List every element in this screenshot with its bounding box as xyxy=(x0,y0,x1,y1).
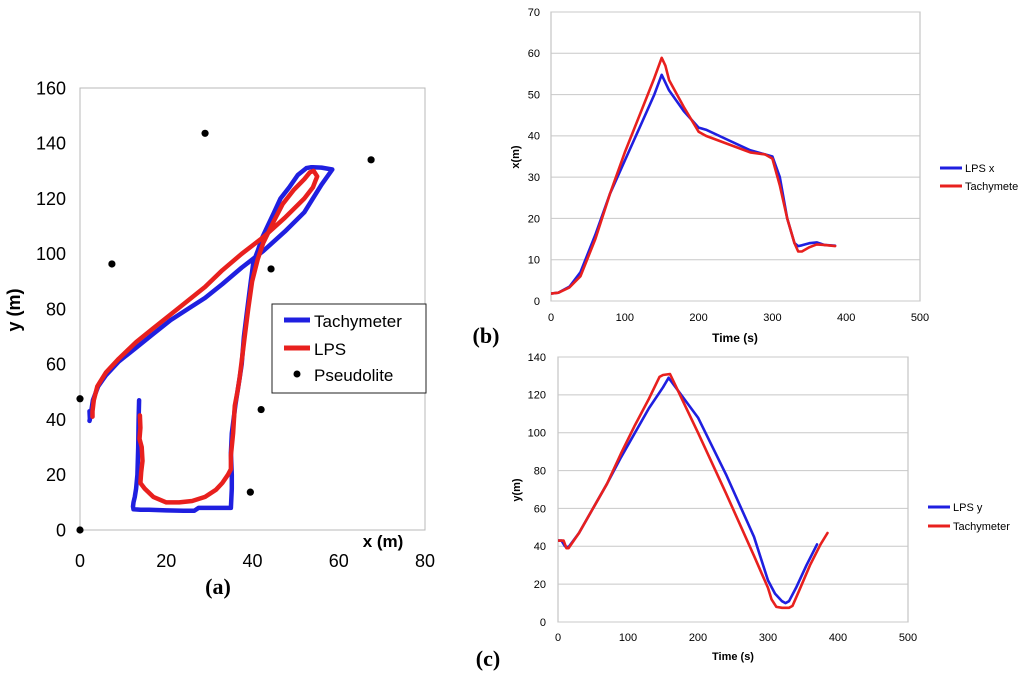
y-axis-label-a: y (m) xyxy=(4,288,24,331)
panel-c: 0 20 40 60 80 100 120 140 0 100 200 300 400 500 y(m)… xyxy=(476,352,1010,671)
y-axis-label-c: y(m) xyxy=(511,478,523,502)
x-tick-label: 100 xyxy=(616,312,634,324)
legend-swatch-pseudolite xyxy=(293,370,301,378)
legend-label-pseudolite: Pseudolite xyxy=(314,366,393,385)
y-tick-label: 60 xyxy=(534,503,546,515)
y-tick-label: 120 xyxy=(36,189,66,209)
y-tick-label: 10 xyxy=(528,255,540,267)
x-tick-label: 500 xyxy=(899,632,917,644)
series-line-a-lps xyxy=(90,168,320,505)
y-tick-label: 40 xyxy=(534,541,546,553)
y-tick-label: 120 xyxy=(528,390,546,402)
pseudolite-point xyxy=(76,526,84,534)
legend-a: Tachymeter LPS Pseudolite xyxy=(271,303,427,394)
y-tick-label: 60 xyxy=(528,48,540,60)
panel-label-b: (b) xyxy=(473,323,500,348)
y-tick-label: 100 xyxy=(528,428,546,440)
series-lines-c xyxy=(558,372,829,610)
legend-label-tachymete-b: Tachymete xyxy=(965,181,1018,193)
y-tick-label: 20 xyxy=(46,465,66,485)
x-axis-label-a: x (m) xyxy=(363,532,404,551)
y-tick-label: 50 xyxy=(528,89,540,101)
legend-label-lps-x: LPS x xyxy=(965,163,995,175)
x-tick-label: 400 xyxy=(837,312,855,324)
x-tick-label: 20 xyxy=(156,551,176,571)
y-tick-label: 140 xyxy=(528,352,546,364)
legend-label-lps-y: LPS y xyxy=(953,502,983,514)
y-tick-label: 40 xyxy=(528,131,540,143)
plot-area-b xyxy=(550,11,921,302)
legend-label-tachymeter: Tachymeter xyxy=(314,312,402,331)
y-tick-label: 20 xyxy=(528,213,540,225)
pseudolite-points xyxy=(76,129,375,534)
legend-label-lps: LPS xyxy=(314,340,346,359)
pseudolite-point xyxy=(246,488,254,496)
y-tick-label: 80 xyxy=(46,299,66,319)
x-tick-label: 0 xyxy=(548,312,554,324)
y-tick-label: 140 xyxy=(36,134,66,154)
pseudolite-point xyxy=(367,156,375,164)
series-lines-b xyxy=(551,56,837,295)
y-tick-labels-c: 0 20 40 60 80 100 120 140 xyxy=(528,352,546,629)
y-tick-label: 80 xyxy=(534,465,546,477)
x-tick-label: 100 xyxy=(619,632,637,644)
legend-label-tachymeter-c: Tachymeter xyxy=(953,521,1010,533)
series-lines-a xyxy=(87,165,335,513)
x-tick-label: 40 xyxy=(242,551,262,571)
y-tick-labels-a: 0 20 40 60 80 100 120 140 160 xyxy=(36,78,66,540)
panel-label-a: (a) xyxy=(205,574,231,599)
x-tick-label: 300 xyxy=(759,632,777,644)
x-tick-label: 200 xyxy=(689,632,707,644)
series-line-a-tachymeter xyxy=(87,165,335,513)
y-tick-label: 0 xyxy=(540,617,546,629)
x-tick-labels-c: 0 100 200 300 400 500 xyxy=(555,632,917,644)
y-tick-label: 60 xyxy=(46,355,66,375)
y-tick-label: 20 xyxy=(534,579,546,591)
series-line-b-tachymete xyxy=(551,56,837,295)
panel-a: 0 20 40 60 80 100 120 140 160 0 20 40 60 80 y (m) x … xyxy=(4,78,435,599)
y-tick-label: 40 xyxy=(46,410,66,430)
x-tick-label: 0 xyxy=(555,632,561,644)
x-tick-label: 80 xyxy=(415,551,435,571)
pseudolite-point xyxy=(201,129,209,137)
pseudolite-point xyxy=(267,265,275,273)
x-axis-label-b: Time (s) xyxy=(712,331,758,345)
y-axis-label-b: x(m) xyxy=(510,145,522,169)
x-tick-label: 400 xyxy=(829,632,847,644)
panel-label-c: (c) xyxy=(476,646,500,671)
legend-c: LPS y Tachymeter xyxy=(928,502,1010,533)
pseudolite-point xyxy=(257,405,265,414)
y-tick-label: 160 xyxy=(36,78,66,98)
y-tick-label: 100 xyxy=(36,244,66,264)
y-tick-label: 30 xyxy=(528,172,540,184)
x-axis-label-c: Time (s) xyxy=(712,651,754,663)
pseudolite-point xyxy=(76,395,84,403)
legend-b: LPS x Tachymete xyxy=(940,163,1018,193)
x-tick-label: 0 xyxy=(75,551,85,571)
pseudolite-point xyxy=(108,260,116,268)
x-tick-labels-b: 0 100 200 300 400 500 xyxy=(548,312,929,324)
y-tick-label: 0 xyxy=(56,520,66,540)
x-tick-label: 60 xyxy=(329,551,349,571)
y-tick-label: 70 xyxy=(528,7,540,19)
y-tick-label: 0 xyxy=(534,296,540,308)
panel-b: 0 10 20 30 40 50 60 70 0 100 200 300 400 500 x(m) Ti… xyxy=(473,7,1019,348)
x-tick-label: 500 xyxy=(911,312,929,324)
series-line-c-tachymeter xyxy=(558,372,829,610)
gridlines-b xyxy=(551,11,920,302)
y-tick-labels-b: 0 10 20 30 40 50 60 70 xyxy=(528,7,540,308)
x-tick-label: 200 xyxy=(689,312,707,324)
x-tick-label: 300 xyxy=(763,312,781,324)
x-tick-labels-a: 0 20 40 60 80 xyxy=(75,551,435,571)
